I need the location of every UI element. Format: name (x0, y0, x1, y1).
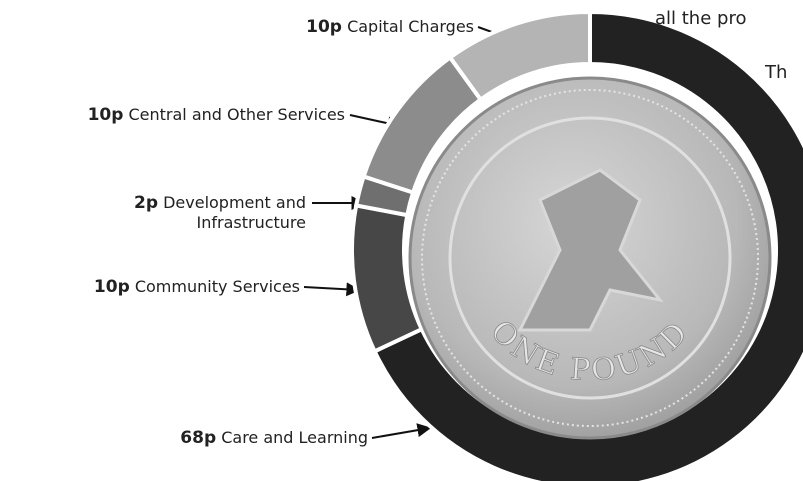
value-label: 10p (93, 277, 130, 297)
value-label: 2p (134, 193, 158, 213)
coin-rim (421, 89, 759, 427)
segment-label: 68p Care and Learning (68, 428, 368, 448)
value-label: 68p (180, 428, 217, 448)
category-label: Capital Charges (347, 17, 474, 36)
coin-inner (448, 116, 732, 400)
value-label: 10p (87, 105, 124, 125)
coin-lion (517, 168, 664, 332)
segment-label: 2p Development and Infrastructure (106, 193, 306, 233)
category-label: Central and Other Services (128, 105, 345, 124)
segment-label: 10p Capital Charges (174, 17, 474, 37)
segment-label: 10p Community Services (0, 277, 300, 297)
annotation: Th (765, 62, 788, 83)
donut-segment (447, 9, 592, 103)
segment-label: 10p Central and Other Services (0, 105, 345, 125)
category-label: Community Services (134, 277, 300, 296)
value-label: 10p (306, 17, 342, 37)
category-label: Care and Learning (221, 428, 368, 447)
category-label: Development and Infrastructure (163, 193, 306, 232)
donut-segment (371, 9, 803, 481)
annotation: all the pro (655, 8, 747, 29)
